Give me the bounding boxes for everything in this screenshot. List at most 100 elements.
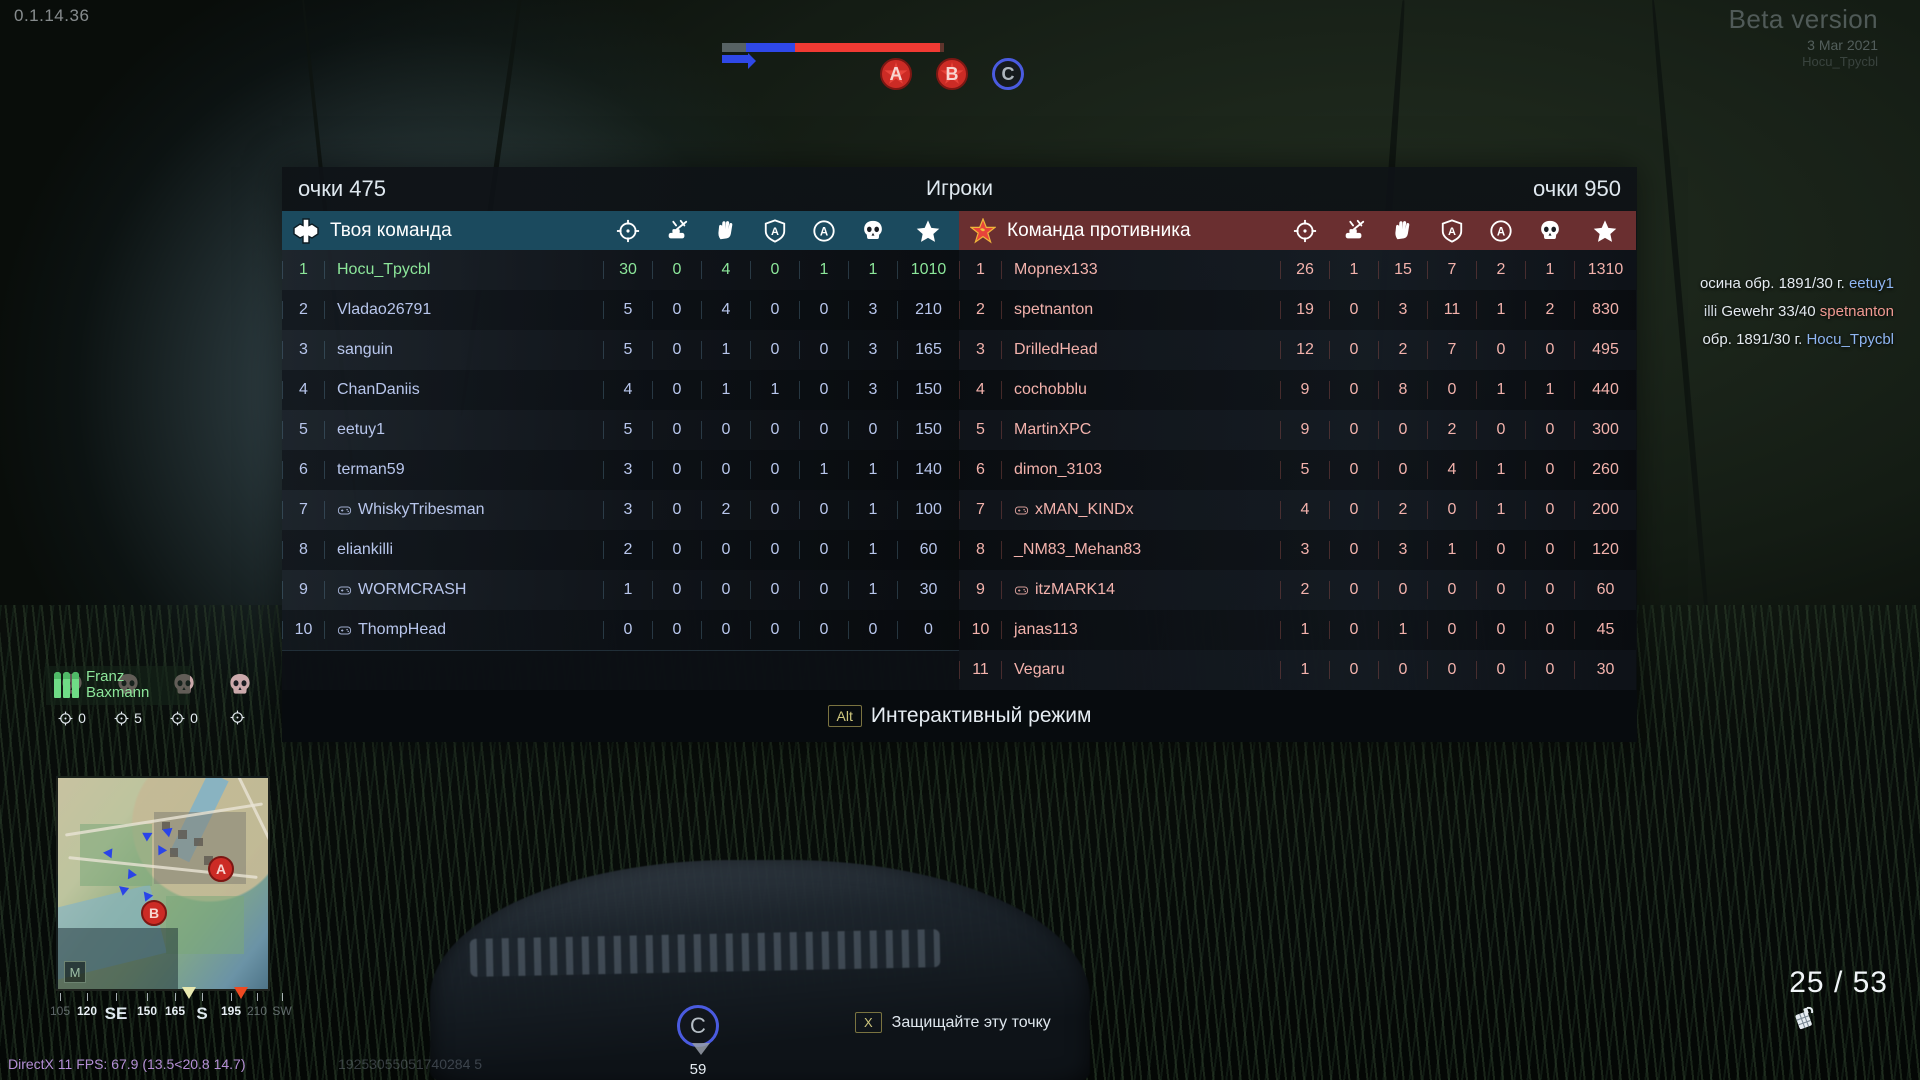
player-stat-assist-hand: 0 — [1378, 661, 1427, 679]
kill-feed: осина обр. 1891/30 г. eetuy1 illi Gewehr … — [1700, 275, 1894, 359]
player-name: Mopnex133 — [1014, 261, 1098, 278]
player-stat-assist-hand: 1 — [1378, 621, 1427, 639]
player-stat-crosshair-kills: 0 — [603, 621, 652, 639]
table-row[interactable]: 8 _NM83_Mehan83 3 0 3 1 0 0 120 — [959, 530, 1636, 570]
player-name-cell: Mopnex133 — [1001, 261, 1280, 279]
player-stat-assist-hand: 0 — [701, 581, 750, 599]
minimap-ally-marker — [102, 847, 113, 859]
player-stat-circle-capture: 0 — [1476, 541, 1525, 559]
player-rank: 4 — [282, 381, 324, 399]
objective-distance: 59 — [689, 1061, 707, 1078]
compass-tick — [147, 993, 148, 1001]
player-stat-shield-defend: 0 — [750, 301, 799, 319]
player-stat-assist-hand: 2 — [1378, 341, 1427, 359]
player-stat-circle-capture: 0 — [799, 381, 848, 399]
capture-point-c: C — [992, 58, 1024, 90]
table-row[interactable]: 6 dimon_3103 5 0 0 4 1 0 260 — [959, 450, 1636, 490]
player-stat-skull-deaths: 1 — [848, 501, 897, 519]
player-stat-star-score: 30 — [1574, 661, 1636, 679]
player-stat-assist-hand: 0 — [701, 621, 750, 639]
player-stat-vehicle-destroyed: 1 — [1329, 261, 1378, 279]
team-header-allies: Твоя команда — [282, 211, 959, 250]
squad-member-kills: 0 — [158, 710, 210, 726]
player-stat-crosshair-kills: 3 — [603, 461, 652, 479]
player-name-cell: sanguin — [324, 341, 603, 359]
player-stat-shield-defend: 0 — [750, 341, 799, 359]
crosshair-kills-icon — [603, 219, 652, 243]
table-row[interactable]: 1 Mopnex133 26 1 15 7 2 1 1310 — [959, 250, 1636, 290]
table-row[interactable]: 7 WhiskyTribesman 3 0 2 0 0 1 100 — [282, 490, 959, 530]
player-stat-shield-defend: 7 — [1427, 341, 1476, 359]
player-stat-skull-deaths: 1 — [848, 461, 897, 479]
player-stat-crosshair-kills: 19 — [1280, 301, 1329, 319]
active-squad-member: Franz Baxmann — [46, 666, 190, 706]
player-stat-star-score: 300 — [1574, 421, 1636, 439]
table-row[interactable]: 6 terman59 3 0 0 0 1 1 140 — [282, 450, 959, 490]
player-name: Hocu_Tpycbl — [337, 261, 431, 278]
compass-marker-friend — [182, 987, 196, 999]
table-row[interactable]: 4 cochobblu 9 0 8 0 1 1 440 — [959, 370, 1636, 410]
compass-marker-enemy — [234, 987, 248, 999]
table-row[interactable]: 7 xMAN_KINDx 4 0 2 0 1 0 200 — [959, 490, 1636, 530]
player-stat-skull-deaths: 1 — [1525, 381, 1574, 399]
scoreboard-panel: очки 475 Игроки очки 950 Твоя команда — [282, 167, 1637, 742]
table-row[interactable]: 11 Vegaru 1 0 0 0 0 0 30 — [959, 650, 1636, 690]
player-stat-crosshair-kills: 3 — [603, 501, 652, 519]
player-stat-shield-defend: 0 — [750, 621, 799, 639]
table-row[interactable]: 1 Hocu_Tpycbl 30 0 4 0 1 1 1010 — [282, 250, 959, 290]
player-name-cell: xMAN_KINDx — [1001, 501, 1280, 519]
capture-point-label: A — [889, 63, 903, 84]
minimap-capture-point-b: B — [141, 900, 167, 926]
table-row[interactable]: 10 ThompHead 0 0 0 0 0 0 0 — [282, 610, 959, 650]
player-stat-circle-capture: 0 — [799, 301, 848, 319]
table-row[interactable]: 3 DrilledHead 12 0 2 7 0 0 495 — [959, 330, 1636, 370]
player-stat-assist-hand: 2 — [1378, 501, 1427, 519]
player-stat-vehicle-destroyed: 0 — [652, 381, 701, 399]
player-stat-circle-capture: 1 — [1476, 381, 1525, 399]
gamepad-icon — [1014, 583, 1029, 598]
team-score-left: очки 475 — [298, 176, 386, 201]
player-stat-vehicle-destroyed: 0 — [1329, 661, 1378, 679]
star-score-icon — [1574, 219, 1636, 243]
player-stat-skull-deaths: 1 — [1525, 261, 1574, 279]
compass-tick — [175, 993, 176, 1001]
player-stat-crosshair-kills: 4 — [603, 381, 652, 399]
player-stat-assist-hand: 2 — [701, 501, 750, 519]
table-row[interactable]: 9 WORMCRASH 1 0 0 0 0 1 30 — [282, 570, 959, 610]
player-name-cell: itzMARK14 — [1001, 581, 1280, 599]
player-name: terman59 — [337, 461, 405, 478]
player-rank: 7 — [282, 501, 324, 519]
minimap[interactable]: M A B — [56, 776, 270, 991]
crosshair-kills-icon — [114, 711, 129, 726]
player-stat-shield-defend: 0 — [750, 581, 799, 599]
minimap-key-hint: M — [64, 961, 86, 983]
table-row[interactable]: 5 eetuy1 5 0 0 0 0 0 150 — [282, 410, 959, 450]
player-rank: 4 — [959, 381, 1001, 399]
table-row[interactable]: 10 janas113 1 0 1 0 0 0 45 — [959, 610, 1636, 650]
table-row[interactable]: 5 MartinXPC 9 0 0 2 0 0 300 — [959, 410, 1636, 450]
player-stat-star-score: 120 — [1574, 541, 1636, 559]
player-stat-circle-capture: 0 — [799, 421, 848, 439]
table-row[interactable]: 2 Vladao26791 5 0 4 0 0 3 210 — [282, 290, 959, 330]
player-stat-crosshair-kills: 5 — [1280, 461, 1329, 479]
table-row[interactable]: 4 ChanDaniis 4 0 1 1 0 3 150 — [282, 370, 959, 410]
player-stat-assist-hand: 0 — [701, 421, 750, 439]
table-row[interactable]: 3 sanguin 5 0 1 0 0 3 165 — [282, 330, 959, 370]
table-row[interactable]: 8 eliankilli 2 0 0 0 0 1 60 — [282, 530, 959, 570]
team-table-enemies: Команда противника — [959, 211, 1636, 690]
player-name: eetuy1 — [337, 421, 386, 438]
player-stat-circle-capture: 1 — [1476, 461, 1525, 479]
player-stat-star-score: 1310 — [1574, 261, 1636, 279]
capture-bar-segment-red — [795, 43, 940, 52]
beta-username: Hocu_Tpycbl — [1802, 54, 1878, 69]
player-stat-circle-capture: 0 — [1476, 621, 1525, 639]
player-name: janas113 — [1014, 621, 1078, 638]
compass-bar: 105 120 SE 150 165 S 195 210 SW — [44, 987, 292, 1033]
table-row[interactable]: 9 itzMARK14 2 0 0 0 0 0 60 — [959, 570, 1636, 610]
interactive-mode-label: Интерактивный режим — [870, 704, 1092, 727]
player-stat-shield-defend: 4 — [1427, 461, 1476, 479]
table-row[interactable]: 2 spetnanton 19 0 3 11 1 2 830 — [959, 290, 1636, 330]
player-stat-skull-deaths: 3 — [848, 301, 897, 319]
player-stat-star-score: 830 — [1574, 301, 1636, 319]
compass-label: SW — [272, 1004, 292, 1018]
